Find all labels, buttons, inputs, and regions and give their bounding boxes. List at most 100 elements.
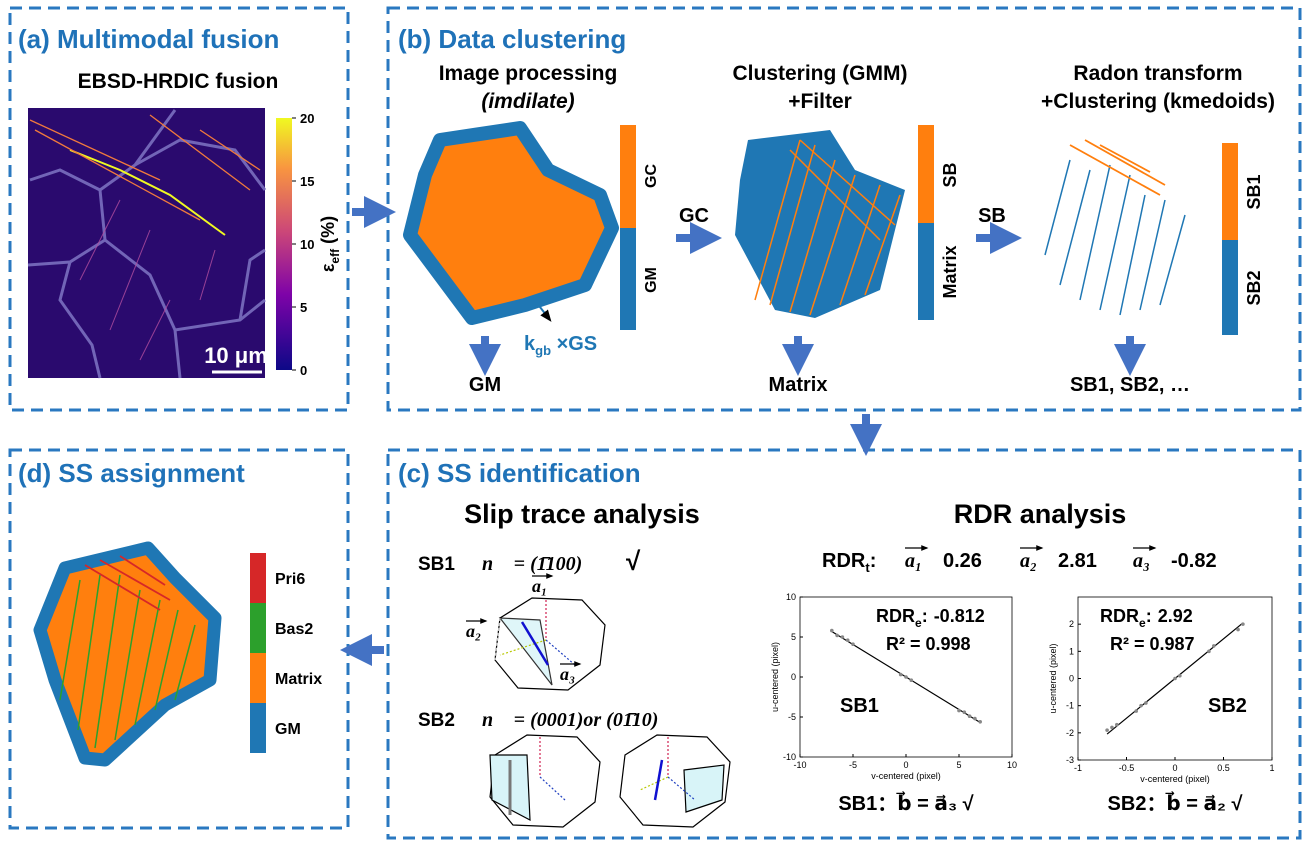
scatter-point — [851, 642, 855, 646]
panel-c-box — [386, 448, 1302, 840]
assigned-grain — [33, 541, 222, 767]
rdr-t-label: RDRt: — [822, 550, 876, 575]
y-tick-label: 1 — [1069, 646, 1074, 656]
scatter-point — [1241, 622, 1245, 626]
clustered-grain — [735, 130, 905, 318]
colorbar-tick-label: 20 — [300, 111, 314, 126]
y-axis-label: u-centered (pixel) — [1048, 643, 1058, 713]
y-tick-label: 5 — [791, 632, 796, 642]
rdr-subscript: e — [1139, 616, 1146, 630]
rdr-subscript: t — [865, 560, 870, 575]
scatter-point — [1139, 703, 1143, 708]
colorbar-ticks: 0 5 10 15 20 — [292, 111, 314, 378]
scatter-point — [1207, 649, 1211, 654]
scatter-point — [1144, 701, 1148, 705]
legend-swatch — [250, 703, 266, 753]
step-title: +Filter — [788, 90, 852, 113]
pri6-bands — [84, 555, 171, 611]
colorbar-tick-label: 5 — [300, 300, 307, 315]
bar-label: GM — [643, 267, 660, 293]
rdr-t-values: a₁ 0.26 a₂ 2.81 a₃ -0.82 — [905, 545, 1217, 572]
class-bars — [620, 125, 1238, 335]
scatter-point — [1134, 709, 1138, 713]
colorbar-tick-label: 15 — [300, 174, 314, 189]
rdr-colon: : — [870, 550, 877, 572]
bas2-bands — [59, 574, 196, 749]
scale-bar-label: 10 μm — [204, 343, 268, 368]
scatter-point — [840, 635, 845, 639]
scatter-point — [973, 716, 977, 721]
section-title: RDR analysis — [954, 499, 1127, 529]
legend-swatch — [250, 553, 266, 603]
r2-label: R² = 0.998 — [886, 634, 971, 654]
y-tick-label: 0 — [1069, 674, 1074, 684]
panel-b-box — [386, 6, 1302, 412]
step-title: +Clustering (kmedoids) — [1041, 90, 1275, 113]
r2-label: R² = 0.987 — [1110, 634, 1195, 654]
vector-label: a₃ — [1133, 550, 1150, 572]
rdr-e-label: RDRe: 2.92 — [1100, 606, 1193, 630]
band-label: SB1 — [418, 554, 455, 575]
label-subscript: eff — [328, 248, 342, 264]
x-tick-label: -1 — [1074, 763, 1082, 773]
step-title: Clustering (GMM) — [733, 62, 908, 85]
legend-label: Bas2 — [275, 621, 313, 638]
scatter-point — [1173, 676, 1177, 681]
panel-title: (b) Data clustering — [398, 24, 626, 54]
scatter-point — [904, 675, 908, 679]
step-output: Matrix — [769, 374, 828, 396]
vector-label: a₂ — [1020, 550, 1037, 572]
scatter-point — [1115, 722, 1119, 727]
step-title: Radon transform — [1073, 62, 1242, 85]
x-tick-label: 0.5 — [1217, 763, 1230, 773]
scatter-point — [962, 710, 967, 714]
scatter-point — [835, 633, 839, 638]
y-axis-label: u-centered (pixel) — [770, 642, 780, 712]
band-label: SB2 — [1208, 695, 1247, 717]
colorbar — [276, 118, 292, 370]
rdr-t-value: 0.26 — [943, 550, 982, 572]
rdr-colon: : — [1146, 606, 1152, 626]
scatter-point — [1110, 725, 1114, 730]
rdr-t-value: -0.82 — [1171, 550, 1217, 572]
vector-label: a₂ — [466, 621, 481, 641]
dilation-arrow — [532, 297, 552, 322]
colorbar-tick-label: 0 — [300, 363, 307, 378]
x-axis-label: v-centered (pixel) — [871, 771, 941, 781]
step-title: (imdilate) — [481, 90, 574, 113]
dilation-label: kgb ×GS — [524, 333, 597, 358]
slip-normal: n⃗ = (1̄100) — [482, 553, 582, 575]
rdr-symbol: RDR — [822, 550, 866, 572]
y-tick-label: -1 — [1066, 701, 1074, 711]
legend-label: GM — [275, 721, 301, 738]
scatter-point — [1236, 627, 1240, 632]
bar-label: GC — [643, 164, 660, 188]
rdr-symbol: RDR — [876, 606, 915, 626]
panel-title: (d) SS assignment — [18, 458, 245, 488]
step-title: Image processing — [439, 62, 618, 85]
label-unit: (%) — [318, 216, 338, 249]
scatter-point — [830, 628, 834, 633]
slip-bands — [754, 139, 901, 316]
x-tick-label: 0 — [903, 760, 908, 770]
rdr-subscript: e — [915, 616, 922, 630]
rdr-e-value: 2.92 — [1158, 606, 1193, 626]
arrow-label: GC — [679, 205, 709, 227]
panel-d-box — [8, 448, 350, 830]
bar-label: Matrix — [940, 245, 960, 298]
conclusion: SB2：b⃗ = a⃗₂ √ — [1108, 790, 1244, 815]
y-tick-label: 10 — [786, 592, 796, 602]
hcp-sketch — [489, 597, 731, 828]
rdr-t-value: 2.81 — [1058, 550, 1097, 572]
rdr-e-value: -0.812 — [934, 606, 985, 626]
legend-swatch — [250, 603, 266, 653]
radon-bands — [1044, 139, 1186, 316]
panel-title: (c) SS identification — [398, 458, 641, 488]
x-tick-label: -5 — [849, 760, 857, 770]
dilation-symbol: k — [524, 333, 536, 355]
y-tick-label: -5 — [788, 712, 796, 722]
y-tick-label: -2 — [1066, 728, 1074, 738]
y-tick-label: 2 — [1069, 619, 1074, 629]
